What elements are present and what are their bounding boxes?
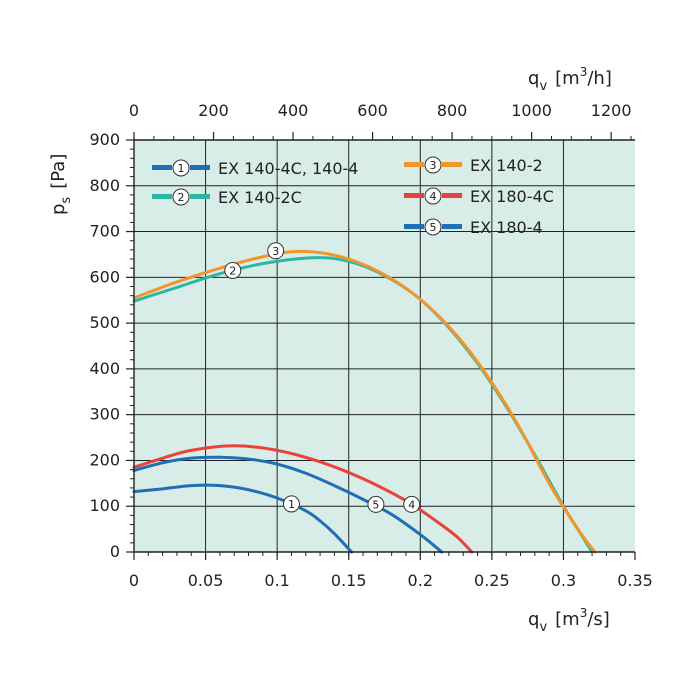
x-tick-label: 0.2 bbox=[408, 571, 433, 590]
legend-swatch-left-5 bbox=[404, 224, 424, 229]
x-top-tick-label: 0 bbox=[129, 101, 139, 120]
legend-label-4: EX 180-4C bbox=[470, 187, 554, 206]
legend-swatch-right-4 bbox=[442, 193, 462, 198]
legend-marker-label-2: 2 bbox=[178, 191, 185, 204]
legend-swatch-right-5 bbox=[442, 224, 462, 229]
x-tick-label: 0 bbox=[129, 571, 139, 590]
legend-marker-label-1: 1 bbox=[178, 162, 185, 175]
tick-labels: 0 100 200 300 400 500 600 700 800 900 0 0.05 0.1 0.15… bbox=[89, 101, 652, 590]
x-tick-label: 0.3 bbox=[551, 571, 576, 590]
legend-label-5: EX 180-4 bbox=[470, 218, 543, 237]
x-tick-label: 0.25 bbox=[474, 571, 510, 590]
legend-swatch-right-3 bbox=[442, 162, 462, 167]
x-axis-label: qv [m3/s] bbox=[528, 606, 610, 635]
legend-label-2: EX 140-2C bbox=[218, 188, 302, 207]
x-tick-label: 0.35 bbox=[617, 571, 653, 590]
series-line-3 bbox=[132, 249, 597, 554]
y-tick-label: 0 bbox=[110, 542, 120, 561]
legend: 1 EX 140-4C, 140-4 2 EX 140-2C 3 EX 140-2 4 EX … bbox=[152, 156, 554, 237]
x-tick-label: 0.15 bbox=[331, 571, 367, 590]
series-marker-5 bbox=[367, 495, 385, 513]
y-tick-label: 700 bbox=[89, 222, 120, 241]
y-axis-label: ps[Pa] bbox=[48, 154, 74, 215]
legend-swatch-left-3 bbox=[404, 162, 424, 167]
legend-swatch-left-2 bbox=[152, 194, 172, 199]
series-line-5 bbox=[132, 455, 444, 554]
legend-marker-5 bbox=[424, 218, 442, 236]
legend-marker-3 bbox=[424, 156, 442, 174]
legend-swatch-left-1 bbox=[152, 165, 172, 170]
legend-marker-2 bbox=[172, 188, 190, 206]
x-top-tick-label: 1000 bbox=[511, 101, 552, 120]
x-tick-label: 0.05 bbox=[188, 571, 224, 590]
series-marker-label-2: 2 bbox=[229, 264, 236, 277]
series-lines bbox=[132, 249, 597, 554]
series-marker-label-4: 4 bbox=[408, 498, 415, 511]
x-top-tick-label: 800 bbox=[437, 101, 468, 120]
series-marker-4 bbox=[403, 495, 421, 513]
y-tick-label: 800 bbox=[89, 176, 120, 195]
legend-swatch-right-1 bbox=[190, 165, 210, 170]
legend-label-3: EX 140-2 bbox=[470, 156, 543, 175]
series-markers: 1 2 3 4 5 bbox=[224, 242, 421, 513]
y-tick-label: 100 bbox=[89, 496, 120, 515]
x-top-tick-label: 1200 bbox=[591, 101, 632, 120]
y-tick-label: 400 bbox=[89, 359, 120, 378]
legend-swatch-right-2 bbox=[190, 194, 210, 199]
series-marker-2 bbox=[224, 261, 242, 279]
series-marker-1 bbox=[282, 495, 300, 513]
axes bbox=[133, 139, 635, 553]
grid-lines bbox=[134, 140, 635, 552]
series-line-1 bbox=[132, 483, 354, 554]
legend-marker-label-4: 4 bbox=[430, 190, 437, 203]
x-top-axis-label: qv [m3/h] bbox=[528, 65, 612, 94]
y-tick-label: 900 bbox=[89, 130, 120, 149]
legend-marker-4 bbox=[424, 187, 442, 205]
legend-swatch-left-4 bbox=[404, 193, 424, 198]
series-line-4 bbox=[132, 444, 474, 554]
legend-marker-1 bbox=[172, 159, 190, 177]
x-top-tick-label: 600 bbox=[357, 101, 388, 120]
series-marker-3 bbox=[267, 242, 285, 260]
legend-marker-label-5: 5 bbox=[430, 221, 437, 234]
y-tick-label: 600 bbox=[89, 267, 120, 286]
series-marker-label-3: 3 bbox=[272, 245, 279, 258]
x-tick-label: 0.1 bbox=[264, 571, 289, 590]
series-marker-label-1: 1 bbox=[288, 498, 295, 511]
series-marker-label-5: 5 bbox=[372, 498, 379, 511]
legend-label-1: EX 140-4C, 140-4 bbox=[218, 159, 358, 178]
x-top-tick-label: 400 bbox=[278, 101, 309, 120]
y-tick-label: 200 bbox=[89, 450, 120, 469]
x-top-tick-label: 200 bbox=[198, 101, 229, 120]
y-tick-label: 300 bbox=[89, 405, 120, 424]
legend-marker-label-3: 3 bbox=[430, 159, 437, 172]
y-tick-label: 500 bbox=[89, 313, 120, 332]
